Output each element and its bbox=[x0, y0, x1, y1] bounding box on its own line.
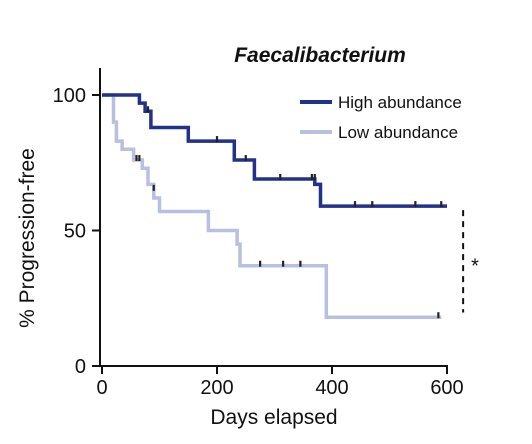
series-line-high-abundance bbox=[102, 93, 447, 208]
x-tick-label: 600 bbox=[430, 377, 463, 399]
y-axis-label: % Progression-free bbox=[16, 148, 39, 328]
series-line-low-abundance bbox=[102, 93, 442, 319]
significance-star: * bbox=[471, 255, 479, 277]
legend: High abundance Low abundance bbox=[300, 93, 462, 142]
series-group bbox=[102, 93, 447, 319]
x-tick-label: 200 bbox=[200, 377, 233, 399]
y-tick-label: 100 bbox=[53, 85, 86, 107]
x-tick-label: 400 bbox=[315, 377, 348, 399]
y-tick-label: 50 bbox=[64, 221, 86, 243]
legend-label-high: High abundance bbox=[338, 93, 462, 112]
x-axis-label: Days elapsed bbox=[210, 406, 337, 429]
significance-annotation: * bbox=[462, 210, 479, 313]
legend-label-low: Low abundance bbox=[338, 123, 458, 142]
x-tick-label: 0 bbox=[96, 377, 107, 399]
x-ticks: 0 200 400 600 bbox=[96, 366, 464, 399]
y-ticks: 0 50 100 bbox=[53, 85, 100, 378]
chart-title: Faecalibacterium bbox=[234, 44, 406, 67]
y-tick-label: 0 bbox=[75, 356, 86, 378]
axes bbox=[99, 68, 448, 367]
